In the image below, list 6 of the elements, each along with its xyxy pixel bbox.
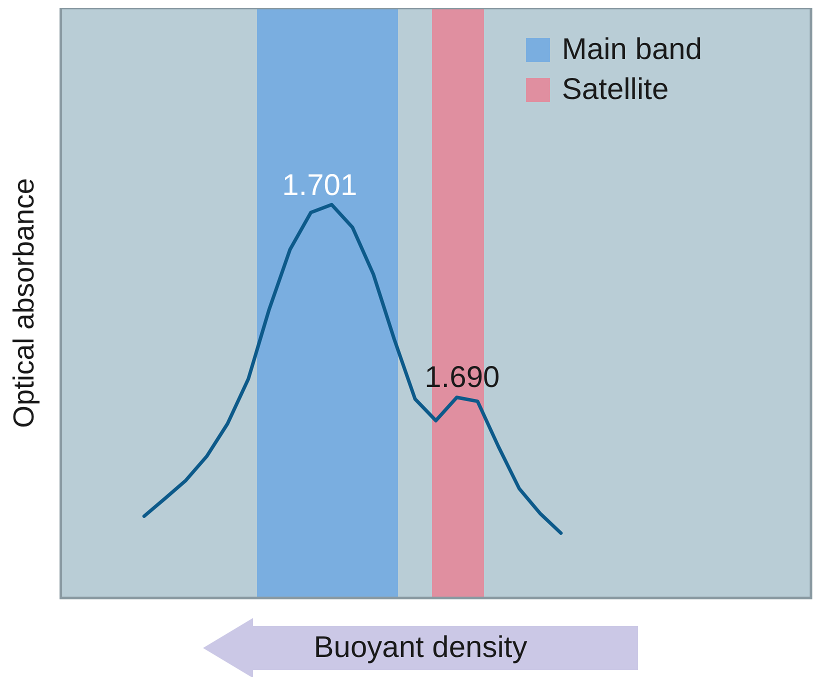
x-axis-title: Buoyant density <box>312 630 528 666</box>
text: Main band <box>562 33 702 67</box>
annotation: 1.690 <box>424 361 501 396</box>
text: Satellite <box>562 73 669 107</box>
text: 1.701 <box>281 169 358 204</box>
y-axis-title: Optical absorbance <box>8 178 40 428</box>
